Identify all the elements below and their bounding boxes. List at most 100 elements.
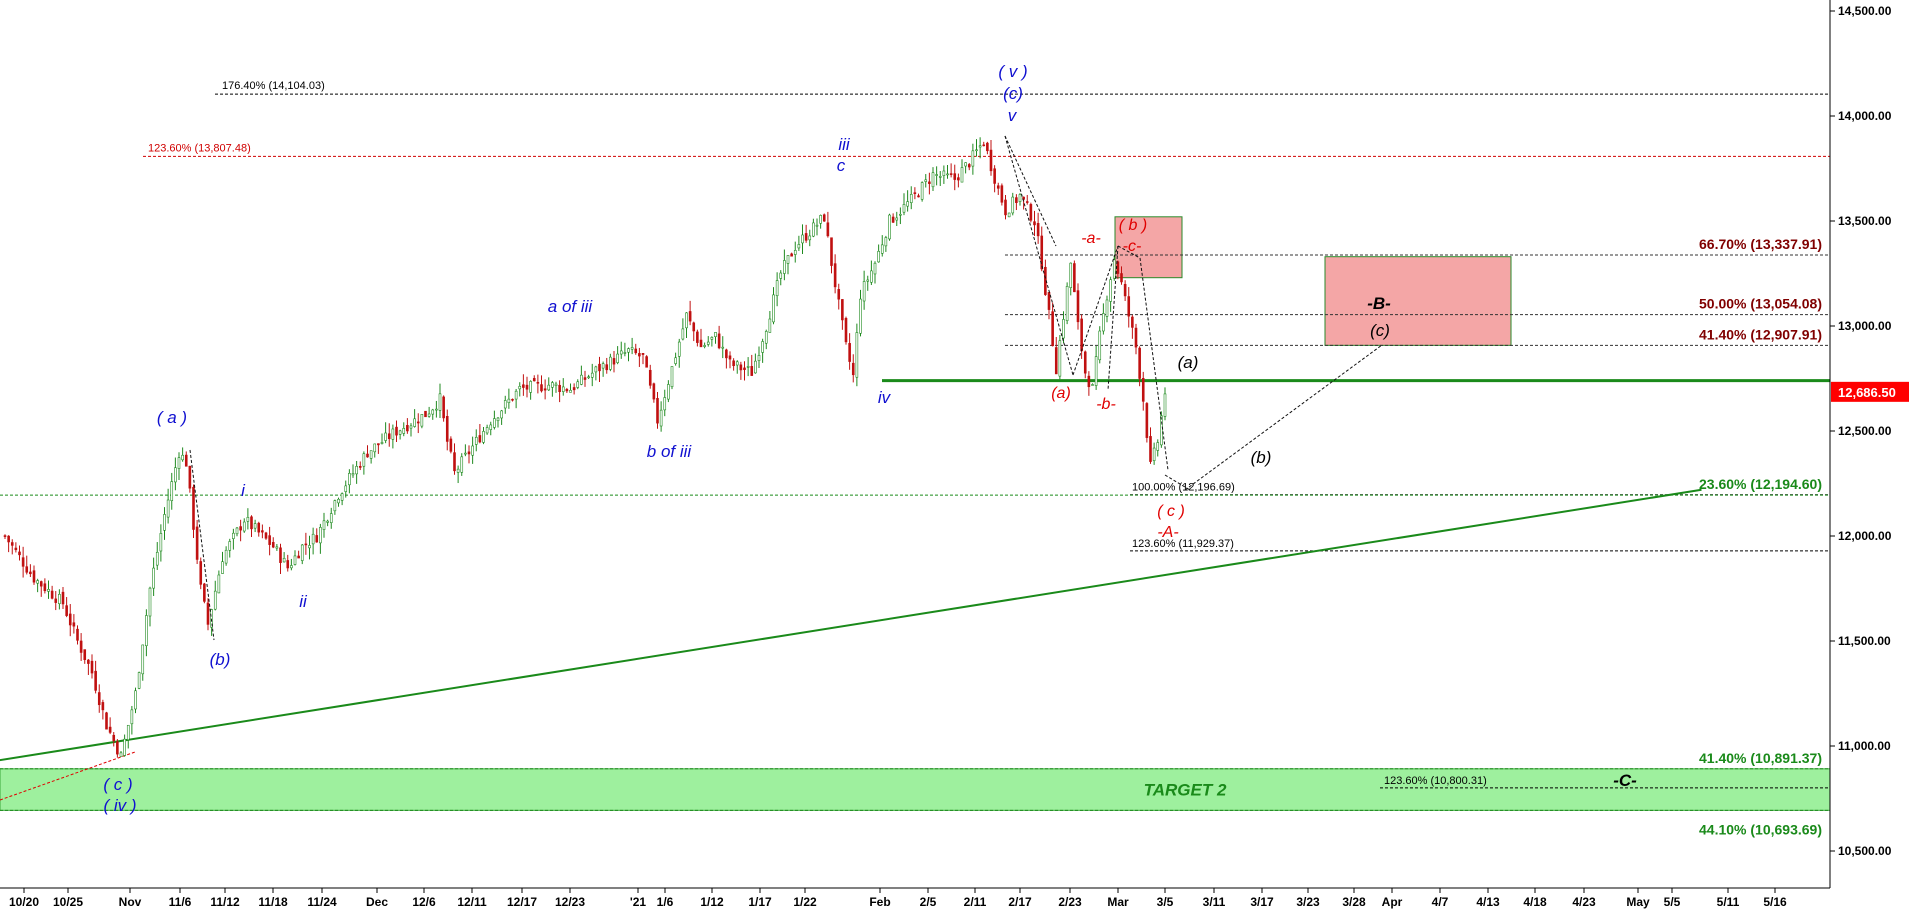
candle-body: [261, 530, 264, 533]
candle-body: [203, 583, 206, 602]
candle-body: [841, 299, 844, 321]
candle-body: [68, 613, 72, 626]
candle-body: [870, 270, 873, 283]
candle-body: [1134, 327, 1138, 348]
candle-body: [1025, 201, 1029, 203]
candle-body: [181, 454, 184, 461]
wave-connector-line: [189, 449, 215, 641]
candle-body: [888, 214, 891, 240]
candle-body: [826, 222, 830, 237]
fib-level-label: 50.00% (13,054.08): [1699, 296, 1822, 312]
x-tick-label: 3/28: [1342, 895, 1366, 909]
candle-body: [65, 605, 68, 616]
x-tick-label: 5/5: [1664, 895, 1681, 909]
candle-body: [188, 465, 192, 489]
candle-body: [105, 712, 108, 730]
candle-body: [83, 649, 87, 660]
candle-body: [935, 174, 938, 176]
candle-body: [25, 566, 29, 573]
fib-level-label: 66.70% (13,337.91): [1699, 236, 1822, 252]
candle-body: [1007, 212, 1011, 218]
candle-body: [478, 435, 482, 443]
candle-body: [387, 433, 391, 440]
candle-body: [485, 427, 489, 434]
candle-body: [424, 410, 427, 418]
candle-body: [467, 451, 471, 455]
x-tick-label: 5/11: [1717, 895, 1740, 909]
candle-body: [242, 521, 246, 532]
fib-level-label: 41.40% (12,907.91): [1699, 326, 1822, 342]
candle-body: [39, 581, 43, 587]
candle-body: [384, 432, 387, 441]
candle-body: [815, 224, 819, 227]
wave-label: c: [837, 156, 846, 175]
candle-body: [862, 281, 866, 302]
candle-body: [87, 659, 90, 664]
fib-level-label: 44.10% (10,693.69): [1699, 821, 1822, 837]
candle-body: [32, 570, 36, 583]
candle-body: [3, 535, 7, 537]
candle-body: [525, 384, 529, 390]
candle-body: [362, 453, 366, 467]
candle-body: [801, 234, 804, 244]
candle-body: [337, 498, 340, 504]
candle-body: [1036, 223, 1040, 237]
fib-level-label: 123.60% (10,800.31): [1384, 775, 1487, 787]
candle-body: [663, 397, 667, 411]
candle-body: [1098, 330, 1102, 361]
b-target-box: [1324, 256, 1512, 346]
candlestick-series: [3, 137, 1167, 758]
candle-body: [844, 318, 848, 343]
wave-label: (b): [1251, 448, 1272, 467]
wave-label: ( v ): [998, 62, 1027, 81]
y-tick-label: 14,500.00: [1838, 4, 1892, 18]
candle-body: [913, 192, 917, 194]
candle-body: [1083, 351, 1087, 374]
candle-body: [163, 514, 166, 531]
wave-b-box: [1114, 216, 1183, 279]
candle-body: [10, 542, 14, 546]
candle-body: [319, 527, 322, 544]
candle-body: [670, 366, 674, 388]
x-tick-label: 3/5: [1157, 895, 1174, 909]
candle-body: [377, 443, 380, 446]
candle-body: [605, 364, 609, 371]
wave-label: iii: [838, 135, 851, 154]
candle-body: [706, 341, 710, 345]
wave-connector-line: [1117, 245, 1141, 259]
candle-body: [884, 237, 888, 247]
candle-body: [714, 332, 717, 337]
candle-body: [90, 660, 94, 674]
candle-body: [112, 734, 116, 742]
candle-body: [1069, 262, 1073, 288]
candle-body: [967, 164, 971, 168]
candle-body: [583, 377, 587, 380]
candle-body: [743, 367, 746, 370]
candle-body: [1047, 292, 1051, 310]
candle-body: [558, 384, 561, 392]
candle-body: [971, 150, 975, 167]
wave-label: ( b ): [1119, 217, 1147, 234]
candle-body: [355, 465, 358, 475]
wave-label: i: [241, 481, 246, 500]
candle-body: [677, 341, 681, 357]
candle-body: [590, 372, 594, 378]
candle-body: [329, 513, 333, 523]
candle-body: [1000, 185, 1004, 203]
candle-body: [1160, 415, 1163, 446]
candle-body: [1011, 196, 1015, 214]
wave-label: ( c ): [1157, 503, 1185, 520]
candle-body: [656, 398, 659, 424]
candle-body: [569, 389, 572, 393]
candle-body: [192, 486, 195, 530]
candle-body: [946, 173, 949, 176]
candle-body: [1094, 356, 1098, 386]
candle-body: [975, 149, 978, 152]
candle-body: [891, 216, 895, 223]
candle-body: [282, 557, 286, 563]
candle-body: [547, 384, 551, 391]
candle-body: [1033, 221, 1036, 226]
wave-label: (c): [1370, 321, 1390, 340]
candle-body: [395, 426, 398, 436]
candle-body: [116, 741, 119, 755]
